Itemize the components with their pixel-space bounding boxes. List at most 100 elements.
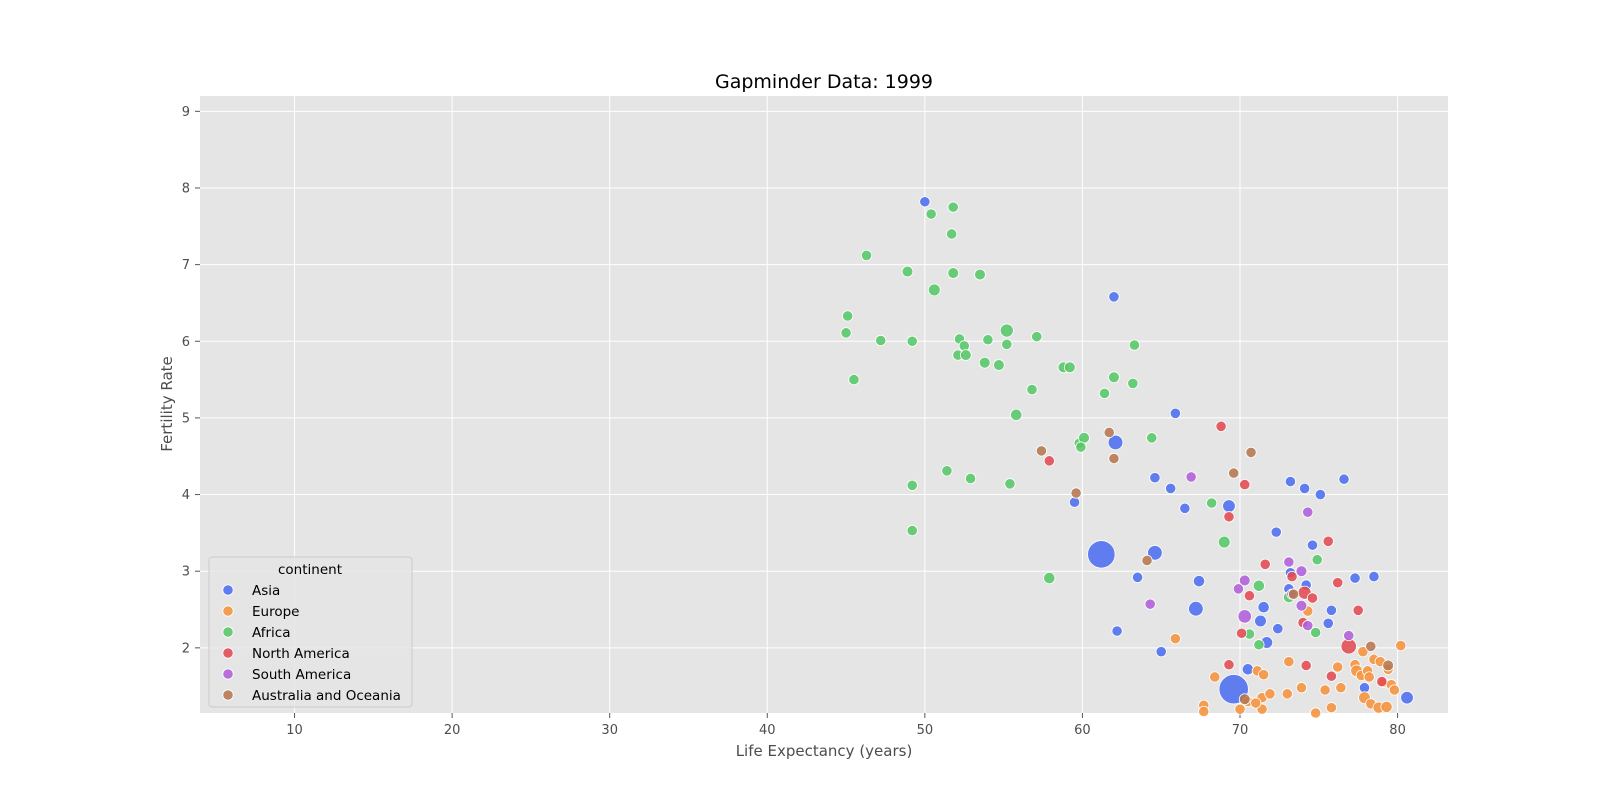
point-north-america: [1332, 577, 1344, 589]
point-north-america: [1223, 659, 1235, 671]
point-south-america: [1238, 574, 1251, 587]
point-north-america: [1215, 420, 1227, 432]
point-africa: [1098, 387, 1111, 399]
point-africa: [860, 249, 873, 262]
point-europe: [1363, 671, 1375, 683]
point-africa: [1010, 408, 1023, 421]
legend-marker: [222, 689, 234, 701]
legend-marker: [222, 584, 234, 596]
point-africa: [842, 310, 854, 322]
point-africa: [840, 327, 852, 339]
point-australia-and-oceania: [1287, 588, 1300, 600]
legend: continent Asia Europe Africa North America S…: [208, 556, 413, 708]
x-tick-label: 40: [759, 723, 776, 738]
point-north-america: [1352, 604, 1364, 616]
point-africa: [978, 356, 991, 369]
legend-entry-label: South America: [252, 667, 351, 683]
point-africa: [947, 267, 960, 279]
point-north-america: [1235, 627, 1248, 639]
point-africa: [1128, 339, 1141, 351]
point-europe: [1169, 633, 1181, 645]
point-asia: [1270, 526, 1282, 538]
point-asia: [1325, 604, 1337, 616]
legend-marker: [222, 647, 234, 659]
point-south-america: [1295, 565, 1308, 578]
point-africa: [1026, 383, 1038, 396]
point-australia-and-oceania: [1103, 426, 1115, 439]
point-europe: [1380, 700, 1393, 713]
point-north-america: [1286, 570, 1298, 583]
point-asia: [1108, 291, 1120, 303]
point-south-america: [1295, 599, 1308, 612]
point-africa: [1075, 441, 1087, 453]
point-asia: [1272, 623, 1284, 635]
point-south-america: [1232, 583, 1245, 595]
point-africa: [1146, 432, 1158, 444]
point-asia: [1299, 482, 1311, 495]
point-south-america: [1283, 556, 1295, 568]
point-europe: [1264, 688, 1276, 700]
point-africa: [999, 323, 1014, 338]
point-south-america: [1185, 471, 1197, 483]
point-europe: [1357, 646, 1369, 658]
point-europe: [1198, 705, 1210, 718]
point-asia: [919, 196, 931, 208]
x-axis-label: Life Expectancy (years): [736, 742, 913, 760]
point-africa: [982, 334, 994, 346]
point-asia: [1254, 614, 1267, 628]
point-africa: [1127, 377, 1139, 390]
point-north-america: [1223, 511, 1235, 523]
y-tick-label: 9: [182, 105, 190, 120]
legend-marker: [222, 626, 234, 638]
point-south-america: [1302, 620, 1314, 632]
legend-entry-label: Europe: [252, 604, 299, 620]
legend-entry-label: Asia: [252, 583, 280, 599]
point-africa: [906, 524, 918, 537]
point-north-america: [1306, 592, 1319, 604]
point-africa: [927, 283, 941, 297]
x-tick-label: 70: [1232, 723, 1249, 738]
point-africa: [1206, 497, 1218, 509]
point-africa: [925, 208, 937, 220]
point-asia: [1165, 482, 1177, 495]
y-tick-label: 6: [182, 335, 190, 350]
point-europe: [1283, 656, 1295, 668]
x-tick-label: 50: [917, 723, 934, 738]
point-africa: [906, 335, 918, 347]
point-australia-and-oceania: [1228, 467, 1240, 479]
point-asia: [1314, 488, 1326, 501]
point-asia: [1188, 601, 1204, 617]
point-asia: [1111, 625, 1123, 637]
y-tick-label: 7: [182, 258, 190, 273]
point-africa: [1031, 331, 1043, 343]
chart-title: Gapminder Data: 1999: [715, 71, 933, 93]
point-asia: [1131, 571, 1144, 583]
point-australia-and-oceania: [1035, 445, 1048, 457]
point-africa: [993, 359, 1005, 371]
y-tick-label: 4: [182, 488, 190, 503]
point-europe: [1234, 703, 1246, 715]
point-africa: [1311, 554, 1323, 566]
point-africa: [946, 228, 958, 240]
point-europe: [1325, 702, 1337, 714]
point-africa: [941, 465, 953, 477]
point-north-america: [1325, 670, 1337, 682]
x-tick-label: 20: [444, 723, 461, 738]
point-europe: [1395, 639, 1407, 652]
point-asia: [1284, 475, 1297, 488]
point-north-america: [1259, 558, 1271, 570]
point-asia: [1368, 570, 1380, 583]
point-europe: [1209, 671, 1221, 683]
point-europe: [1335, 682, 1347, 694]
point-asia: [1155, 646, 1167, 658]
point-asia: [1222, 499, 1236, 513]
point-asia: [1068, 496, 1081, 508]
point-asia: [1107, 434, 1124, 451]
legend-box: [208, 556, 413, 708]
point-africa: [848, 373, 860, 386]
point-africa: [906, 479, 918, 491]
point-asia: [1192, 575, 1206, 588]
y-tick-label: 8: [182, 181, 190, 196]
point-asia: [1338, 473, 1350, 485]
